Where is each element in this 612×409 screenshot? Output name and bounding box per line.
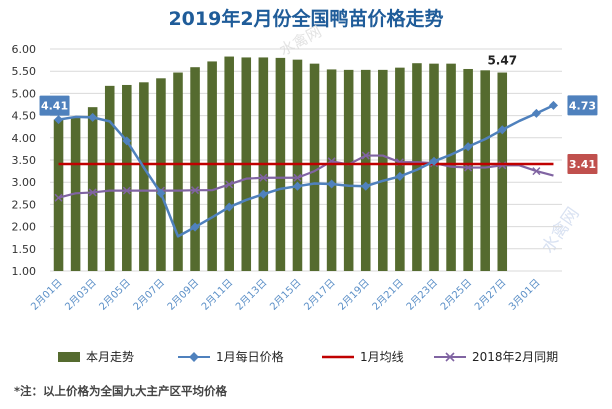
chart-legend: 本月走势 1月每日价格 1月均线 2018年2月同期: [58, 348, 578, 368]
bar: [378, 69, 388, 271]
x-tick-label: 2月27日: [472, 277, 508, 313]
legend-item-last-year: 2018年2月同期: [434, 348, 558, 365]
callout-label: 4.41: [41, 100, 68, 113]
data-point: [224, 202, 234, 212]
bar: [122, 84, 132, 272]
data-label: 5.47: [487, 54, 517, 68]
bar: [190, 67, 200, 271]
data-point: [122, 186, 131, 195]
x-tick-label: 2月17日: [302, 277, 338, 313]
data-point: [361, 151, 370, 160]
bar: [87, 107, 98, 271]
legend-label-daily: 1月每日价格: [216, 350, 284, 364]
y-tick-label: 1.50: [12, 243, 37, 256]
series-line: [58, 154, 554, 199]
callout-label: 4.73: [569, 99, 596, 112]
x-tick-label: 2月03日: [63, 277, 99, 313]
data-point: [122, 136, 132, 146]
bar: [309, 63, 320, 271]
callout-box: [567, 153, 598, 174]
callout-box: [39, 95, 70, 116]
legend-swatch-avg-line: [322, 355, 354, 358]
data-point: [156, 188, 166, 198]
data-point: [497, 125, 507, 135]
bar: [173, 72, 183, 271]
y-tick-label: 2.00: [12, 221, 37, 234]
x-tick-label: 2月19日: [336, 277, 372, 313]
x-tick-label: 2月11日: [199, 277, 235, 313]
x-tick-label: 2月01日: [29, 277, 65, 313]
legend-label-bars: 本月走势: [86, 350, 135, 364]
data-point: [259, 173, 268, 182]
x-tick-label: 2月13日: [233, 277, 269, 313]
y-tick-label: 4.00: [12, 132, 37, 145]
y-tick-label: 2.50: [12, 198, 37, 211]
bar: [429, 63, 439, 271]
bar: [156, 78, 166, 271]
watermark-text: 水禽网: [276, 22, 324, 59]
bar: [395, 67, 405, 271]
data-point: [532, 167, 541, 176]
x-tick-label: 2月05日: [97, 277, 133, 313]
y-tick-label: 3.00: [12, 176, 37, 189]
legend-item-bars: 本月走势: [58, 348, 134, 365]
data-point: [54, 193, 63, 202]
bar: [480, 70, 490, 271]
chart-title: 2019年2月份全国鸭苗价格走势: [168, 8, 444, 30]
y-tick-label: 4.50: [12, 110, 37, 123]
legend-swatch-daily-line: [178, 351, 210, 362]
bar: [53, 119, 64, 271]
legend-label-avg: 1月均线: [360, 350, 404, 364]
x-tick-label: 2月15日: [267, 277, 303, 313]
bar: [360, 69, 371, 271]
callout-box: [567, 95, 598, 116]
legend-label-last-year: 2018年2月同期: [472, 350, 559, 364]
y-tick-label: 6.00: [12, 43, 37, 56]
legend-swatch-last-year-line: [434, 351, 466, 362]
x-tick-label: 2月25日: [438, 277, 474, 313]
y-tick-label: 1.00: [12, 265, 37, 278]
legend-item-avg: 1月均线: [322, 348, 404, 365]
callout-label: 3.41: [569, 158, 596, 171]
data-point: [548, 100, 558, 110]
series-line: [58, 104, 554, 238]
data-point: [88, 112, 98, 122]
data-point: [293, 173, 302, 182]
x-tick-label: 2月21日: [370, 277, 406, 313]
bar: [497, 72, 508, 271]
x-tick-label: 2月23日: [404, 277, 440, 313]
data-point: [191, 186, 200, 195]
data-point: [531, 108, 541, 118]
bar: [343, 69, 354, 271]
data-point: [88, 188, 97, 197]
data-point: [225, 180, 234, 189]
legend-item-daily: 1月每日价格: [178, 348, 284, 365]
y-tick-label: 3.50: [12, 154, 37, 167]
data-point: [54, 115, 64, 125]
bar: [139, 82, 149, 271]
y-tick-label: 5.50: [12, 65, 37, 78]
bar: [463, 68, 473, 271]
bar: [412, 63, 422, 271]
y-tick-label: 5.00: [12, 87, 37, 100]
x-tick-label: 3月01日: [506, 277, 542, 313]
bar: [326, 69, 337, 271]
bar: [104, 85, 115, 272]
footnote: *注：以上价格为全国九大主产区平均价格: [14, 384, 228, 398]
legend-swatch-bar: [58, 351, 80, 362]
bar: [207, 61, 217, 271]
x-tick-label: 2月07日: [131, 277, 167, 313]
x-tick-label: 2月09日: [165, 277, 201, 313]
bar: [292, 59, 303, 271]
